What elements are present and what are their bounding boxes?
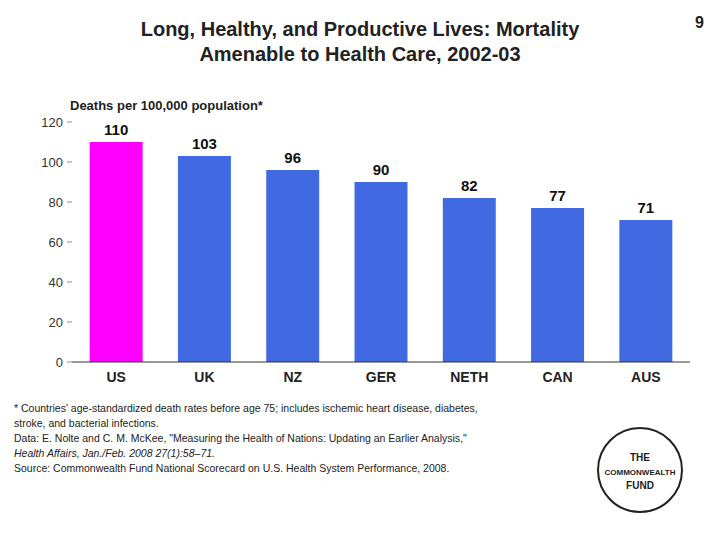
bar xyxy=(266,170,319,362)
y-tick xyxy=(67,162,72,163)
logo-text: COMMONWEALTH xyxy=(605,468,676,477)
data-labels: 110 103 96 90 82 77 71 xyxy=(104,121,654,216)
data-label: 90 xyxy=(373,161,390,178)
footnotes: * Countries' age-standardized death rate… xyxy=(14,402,478,474)
footnote: stroke, and bacterial infections. xyxy=(14,417,159,429)
logo-text: THE xyxy=(630,452,650,463)
bar xyxy=(178,156,231,362)
title-line: Long, Healthy, and Productive Lives: Mor… xyxy=(141,18,580,40)
bar xyxy=(619,220,672,362)
x-tick-label: AUS xyxy=(631,369,661,385)
y-tick xyxy=(67,202,72,203)
title-line: Amenable to Health Care, 2002-03 xyxy=(199,43,520,65)
bar xyxy=(443,198,496,362)
chart-svg: Long, Healthy, and Productive Lives: Mor… xyxy=(0,0,720,540)
y-tick xyxy=(67,122,72,123)
slide-number: 9 xyxy=(695,14,704,31)
y-tick-label: 100 xyxy=(41,155,63,170)
y-tick-label: 60 xyxy=(49,235,63,250)
footnote: * Countries' age-standardized death rate… xyxy=(14,402,478,414)
y-tick-label: 40 xyxy=(49,275,63,290)
y-tick-label: 20 xyxy=(49,315,63,330)
y-tick-label: 120 xyxy=(41,115,63,130)
logo: THE COMMONWEALTH FUND xyxy=(598,428,682,512)
logo-circle xyxy=(598,428,682,512)
y-tick-label: 0 xyxy=(56,355,63,370)
bar xyxy=(531,208,584,362)
chart-container: Long, Healthy, and Productive Lives: Mor… xyxy=(0,0,720,540)
x-tick-label: CAN xyxy=(542,369,572,385)
data-label: 77 xyxy=(549,187,566,204)
footnote: Source: Commonwealth Fund National Score… xyxy=(14,462,449,474)
x-axis: US UK NZ GER NETH CAN AUS xyxy=(72,362,690,385)
bar xyxy=(90,142,143,362)
y-tick xyxy=(67,322,72,323)
y-tick xyxy=(67,282,72,283)
x-tick-label: UK xyxy=(194,369,214,385)
data-label: 96 xyxy=(284,149,301,166)
x-tick-label: US xyxy=(106,369,125,385)
bars xyxy=(90,142,673,362)
logo-text: FUND xyxy=(626,480,654,491)
x-tick-label: GER xyxy=(366,369,396,385)
x-tick-label: NZ xyxy=(283,369,302,385)
y-axis-label: Deaths per 100,000 population* xyxy=(70,98,264,113)
data-label: 82 xyxy=(461,177,478,194)
y-tick xyxy=(67,362,72,363)
y-tick xyxy=(67,242,72,243)
title: Long, Healthy, and Productive Lives: Mor… xyxy=(141,18,580,65)
y-axis: 0 20 40 60 80 100 120 xyxy=(41,115,72,370)
data-label: 110 xyxy=(104,121,128,138)
x-tick-label: NETH xyxy=(450,369,488,385)
data-label: 71 xyxy=(638,199,655,216)
background xyxy=(0,0,720,540)
y-tick-label: 80 xyxy=(49,195,63,210)
footnote: Data: E. Nolte and C. M. McKee, "Measuri… xyxy=(14,432,467,444)
footnote: Health Affairs, Jan./Feb. 2008 27(1):58–… xyxy=(14,447,215,459)
x-axis-line xyxy=(72,362,690,363)
data-label: 103 xyxy=(192,135,217,152)
bar xyxy=(355,182,408,362)
